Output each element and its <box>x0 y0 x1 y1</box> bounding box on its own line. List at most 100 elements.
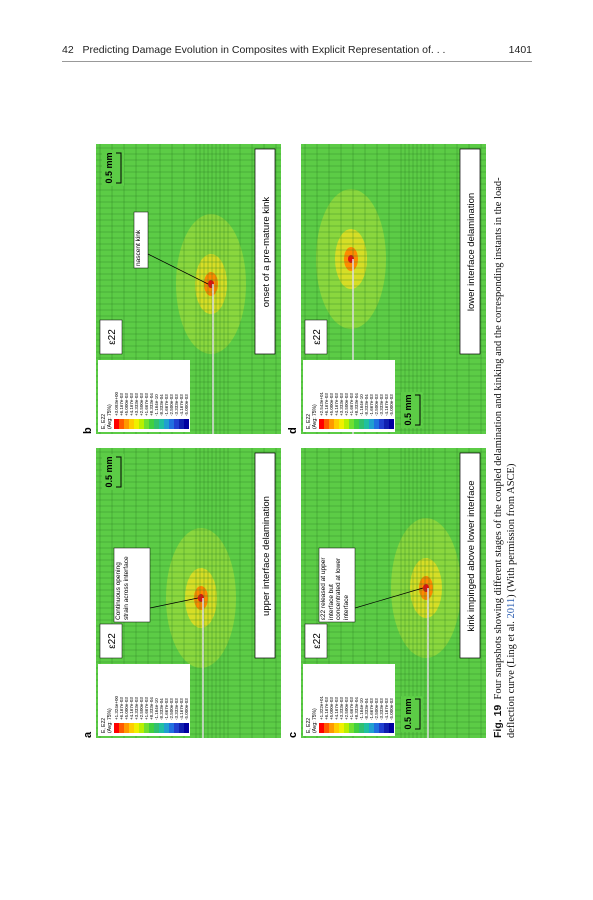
scale-box <box>102 150 124 186</box>
legend-swatch <box>154 419 159 429</box>
legend-swatch <box>149 419 154 429</box>
legend-value: +5.000e-03 <box>329 393 334 416</box>
scale-label: 0.5 mm <box>403 698 413 729</box>
annotation-box <box>133 211 149 269</box>
legend-swatch <box>184 723 189 733</box>
legend-value: -1.667e-03 <box>164 698 169 720</box>
legend-swatch <box>119 419 124 429</box>
legend-swatch <box>364 723 369 733</box>
legend-value: +3.333e-03 <box>339 697 344 720</box>
legend-swatch <box>124 419 129 429</box>
legend-swatch <box>364 419 369 429</box>
legend-value: -1.667e-03 <box>369 394 374 416</box>
legend-value: +6.167e-03 <box>324 393 329 416</box>
legend-swatch <box>379 419 384 429</box>
legend-value: +8.333e-04 <box>354 393 359 416</box>
legend-value: +2.543e+01 <box>319 391 324 416</box>
symbol-box <box>99 623 123 659</box>
legend-value: -4.167e-03 <box>179 394 184 416</box>
legend-swatch <box>334 419 339 429</box>
annotation-holder: Continuous opening strain across interfa… <box>115 556 130 620</box>
annotation-arrow <box>147 253 209 285</box>
legend-swatch <box>134 419 139 429</box>
legend-value: +6.167e-03 <box>119 393 124 416</box>
legend-value: -3.333e-03 <box>379 394 384 416</box>
legend-swatch <box>164 723 169 733</box>
legend-box <box>303 664 395 736</box>
annotation-holder: nascent kink <box>135 230 142 266</box>
panel-caption: onset of a pre-mature kink <box>261 197 272 308</box>
caption-box <box>459 148 481 355</box>
legend-value: +4.167e-03 <box>334 393 339 416</box>
legend-value: -5.000e-03 <box>184 698 189 720</box>
panel-label: d <box>287 427 299 434</box>
figure-caption: Fig. 19 Four snapshots showing different… <box>492 138 518 738</box>
legend-value: +3.333e-03 <box>134 697 139 720</box>
annotation-arrow <box>354 587 424 609</box>
annotation-box <box>113 547 151 623</box>
legend-swatch <box>119 723 124 733</box>
legend-value: +3.093e+00 <box>114 391 119 416</box>
legend-swatch <box>349 419 354 429</box>
legend-avg: (Avg: 75%) <box>107 404 113 429</box>
legend-swatch <box>174 723 179 733</box>
contour-plot: E, E22 (Avg: 75%)+3.093e+00 +6.167e-03 +5.0… <box>96 144 281 434</box>
legend-value: +2.500e-03 <box>139 697 144 720</box>
symbol: ε22 <box>107 329 118 345</box>
legend-value: +5.000e-03 <box>124 393 129 416</box>
legend-swatch <box>359 723 364 733</box>
legend-value: -8.333e-04 <box>364 698 369 720</box>
page-number: 1401 <box>508 44 532 56</box>
legend-value: -1.667e-03 <box>369 698 374 720</box>
legend-swatch <box>324 723 329 733</box>
legend-avg: (Avg: 75%) <box>312 404 318 429</box>
legend-swatch <box>174 419 179 429</box>
legend-swatch <box>379 723 384 733</box>
annotation-arrow <box>149 597 199 609</box>
legend-value: -5.000e-03 <box>389 394 394 416</box>
legend-swatch <box>389 723 394 733</box>
panel-label: a <box>82 731 94 738</box>
legend-value: +3.333e-03 <box>134 393 139 416</box>
legend-swatch <box>159 723 164 733</box>
legend-swatch <box>384 723 389 733</box>
caption-label: Fig. 19 <box>492 704 504 738</box>
legend-value: -1.164e-10 <box>359 698 364 720</box>
legend-value: +1.667e-03 <box>144 393 149 416</box>
scale-box <box>102 454 124 490</box>
legend-value: +2.500e-03 <box>344 697 349 720</box>
legend-value: +1.667e-03 <box>349 697 354 720</box>
legend-value: +3.333e-03 <box>339 393 344 416</box>
legend-value: -2.500e-03 <box>374 394 379 416</box>
scale-label: 0.5 mm <box>403 394 413 425</box>
legend-swatch <box>129 419 134 429</box>
panel: b E, E22 (Avg: 75%) +3.093e+00 +6.167e-03 +5.… <box>82 138 282 434</box>
panel-label: b <box>82 427 94 434</box>
legend-value: +2.500e-03 <box>139 393 144 416</box>
chapter-number: 42 <box>62 44 74 56</box>
legend-value: -2.500e-03 <box>169 394 174 416</box>
legend-swatch <box>374 723 379 733</box>
panel: a E, E22 (Avg: 75%) +1.324e+00 +6.167e-03 +5.… <box>82 442 282 738</box>
legend-swatch <box>344 723 349 733</box>
symbol: ε22 <box>107 633 118 649</box>
legend-value: -4.167e-03 <box>384 698 389 720</box>
legend-swatch <box>124 723 129 733</box>
legend-swatch <box>164 419 169 429</box>
legend-swatch <box>129 723 134 733</box>
legend-value: -2.500e-03 <box>374 698 379 720</box>
caption-text: Four snapshots showing different stages … <box>493 177 517 738</box>
legend-value: -8.333e-04 <box>364 394 369 416</box>
legend-value: -3.333e-03 <box>174 394 179 416</box>
scale-bar <box>116 152 122 184</box>
legend-avg: (Avg: 75%) <box>312 708 318 733</box>
legend-swatch <box>114 723 119 733</box>
scale-bar <box>116 456 122 488</box>
caption-link[interactable]: 2011 <box>506 597 517 619</box>
rotated-figure: a E, E22 (Avg: 75%) +1.324e+00 +6.167e-03 +5.… <box>82 138 528 738</box>
legend-value: -1.164e-10 <box>154 698 159 720</box>
legend-value: -4.167e-03 <box>384 394 389 416</box>
legend-swatch <box>344 419 349 429</box>
legend-swatch <box>329 419 334 429</box>
